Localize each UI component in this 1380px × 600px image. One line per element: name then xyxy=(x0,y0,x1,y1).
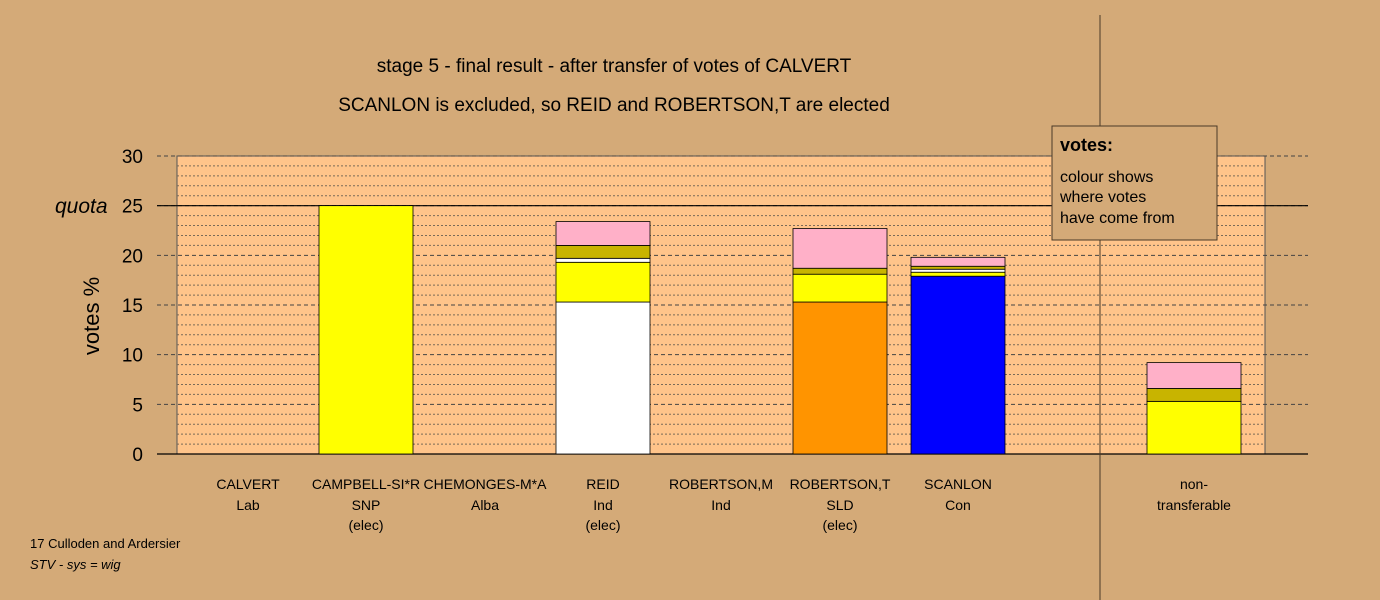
category-note: (elec) xyxy=(822,517,857,533)
y-tick-label: 30 xyxy=(122,147,143,168)
bar-segment xyxy=(792,267,888,275)
category-labels: CALVERT Lab CAMPBELL-SI*R SNP (elec) CHEMONGE… xyxy=(216,476,1231,533)
bar-segment xyxy=(910,265,1006,270)
category-note: (elec) xyxy=(348,517,383,533)
bar-segment xyxy=(555,257,651,263)
bar-segment xyxy=(910,271,1006,277)
chart-title: stage 5 - final result - after transfer … xyxy=(377,56,852,77)
legend-line-1: colour shows xyxy=(1060,169,1153,186)
chart-subtitle: SCANLON is excluded, so REID and ROBERTS… xyxy=(338,95,890,116)
category-name: REID xyxy=(586,476,619,492)
category-party: Alba xyxy=(471,497,499,513)
bar-segment xyxy=(1146,362,1242,389)
bar-segment xyxy=(792,273,888,303)
category-note: (elec) xyxy=(585,517,620,533)
y-tick-label: 10 xyxy=(122,346,143,367)
quota-label: quota xyxy=(55,195,108,218)
y-tick-label: 15 xyxy=(122,296,143,317)
category-name: ROBERTSON,T xyxy=(790,476,891,492)
y-tick-label: 0 xyxy=(132,445,143,466)
category-name: ROBERTSON,M xyxy=(669,476,773,492)
legend-heading: votes: xyxy=(1060,135,1113,155)
category-party: Lab xyxy=(236,497,260,513)
nontransferable-label-2: transferable xyxy=(1157,497,1231,513)
bar-segment xyxy=(792,228,888,269)
bar-segment xyxy=(910,268,1006,273)
category-party: Ind xyxy=(593,497,612,513)
bar-segment xyxy=(555,244,651,259)
bar-segment xyxy=(792,301,888,455)
y-tick-label: 5 xyxy=(132,395,143,416)
bar-segment xyxy=(1146,388,1242,402)
category-party: SLD xyxy=(826,497,853,513)
nontransferable-label-1: non- xyxy=(1180,476,1208,492)
bar-segment xyxy=(555,221,651,246)
bar-segment xyxy=(910,256,1006,267)
bar-group xyxy=(318,205,1242,455)
legend-line-2: where votes xyxy=(1059,189,1146,206)
y-tick-label: 25 xyxy=(122,197,143,218)
category-name: CAMPBELL-SI*R xyxy=(312,476,420,492)
bar-segment xyxy=(555,301,651,455)
bar-segment xyxy=(318,205,414,455)
category-party: Ind xyxy=(711,497,730,513)
bar-segment xyxy=(910,275,1006,455)
y-tick-label: 20 xyxy=(122,246,143,267)
legend: votes: colour shows where votes have com… xyxy=(1051,125,1218,241)
category-name: CALVERT xyxy=(216,476,280,492)
y-axis-label: votes % xyxy=(79,277,104,355)
footer-ward: 17 Culloden and Ardersier xyxy=(30,536,181,551)
category-party: Con xyxy=(945,497,971,513)
y-ticks: 0 5 10 15 20 25 30 xyxy=(122,147,143,466)
category-name: SCANLON xyxy=(924,476,992,492)
category-name: CHEMONGES-M*A xyxy=(424,476,548,492)
bar-segment xyxy=(555,261,651,303)
category-party: SNP xyxy=(352,497,381,513)
legend-box xyxy=(1051,125,1218,241)
footer-system: STV - sys = wig xyxy=(30,557,121,572)
bar-segment xyxy=(1146,400,1242,455)
legend-line-3: have come from xyxy=(1060,210,1175,227)
